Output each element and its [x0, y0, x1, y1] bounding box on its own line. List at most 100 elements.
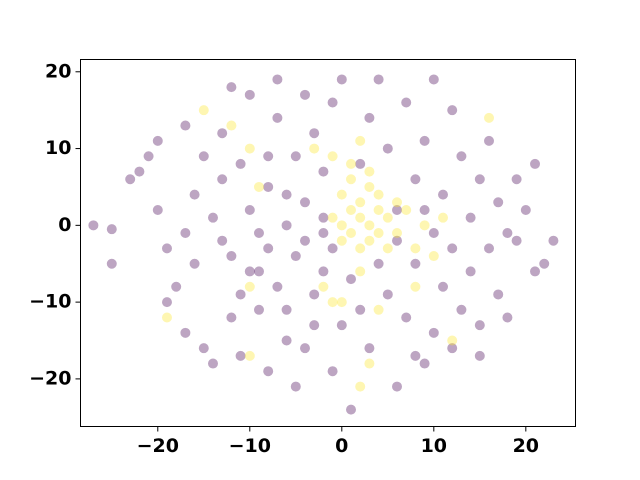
point [318, 166, 329, 177]
point [382, 289, 393, 300]
point [327, 151, 338, 162]
point [382, 143, 393, 154]
point [364, 112, 375, 123]
point [373, 228, 384, 239]
point [281, 304, 292, 315]
point [253, 266, 264, 277]
point [373, 74, 384, 85]
point [465, 212, 476, 223]
point [171, 281, 182, 292]
point [309, 143, 320, 154]
point [484, 243, 495, 254]
point [419, 358, 430, 369]
point [207, 212, 218, 223]
point [410, 174, 421, 185]
point [428, 327, 439, 338]
point [318, 266, 329, 277]
point [401, 204, 412, 215]
point [309, 289, 320, 300]
point [198, 343, 209, 354]
x-tick-label: −10 [229, 435, 271, 457]
point [244, 143, 255, 154]
point [281, 189, 292, 200]
point [299, 89, 310, 100]
point [327, 212, 338, 223]
point [226, 82, 237, 93]
point [438, 281, 449, 292]
point [106, 224, 117, 235]
point [392, 197, 403, 208]
points [88, 74, 559, 415]
point [346, 204, 357, 215]
point [484, 135, 495, 146]
point [309, 128, 320, 139]
point [355, 243, 366, 254]
point [474, 350, 485, 361]
point [447, 335, 458, 346]
point [355, 381, 366, 392]
point [355, 135, 366, 146]
point [336, 297, 347, 308]
point [207, 358, 218, 369]
point [327, 366, 338, 377]
point [364, 235, 375, 246]
point [244, 89, 255, 100]
point [327, 297, 338, 308]
point [438, 212, 449, 223]
point [161, 297, 172, 308]
point [428, 251, 439, 262]
point [484, 112, 495, 123]
point [327, 97, 338, 108]
point [474, 320, 485, 331]
point [226, 312, 237, 323]
point [355, 158, 366, 169]
point [336, 74, 347, 85]
point [180, 327, 191, 338]
point [447, 105, 458, 116]
point [180, 228, 191, 239]
x-tick-label: 20 [513, 435, 539, 457]
point [198, 105, 209, 116]
point [134, 166, 145, 177]
point [272, 74, 283, 85]
point [539, 258, 550, 269]
point [346, 404, 357, 415]
point [355, 197, 366, 208]
point [401, 97, 412, 108]
point [530, 158, 541, 169]
point [152, 204, 163, 215]
point [438, 189, 449, 200]
point [346, 228, 357, 239]
point [502, 312, 513, 323]
point [520, 204, 531, 215]
point [493, 289, 504, 300]
point [373, 258, 384, 269]
point [355, 266, 366, 277]
point [548, 235, 559, 246]
y-tick-label: −20 [29, 367, 71, 389]
point [474, 174, 485, 185]
point [318, 228, 329, 239]
point [511, 235, 522, 246]
point [161, 243, 172, 254]
point [290, 381, 301, 392]
point [447, 243, 458, 254]
y-tick-label: 20 [45, 60, 71, 82]
point [217, 235, 228, 246]
y-tick-label: 0 [58, 214, 71, 236]
y-tick-label: 10 [45, 137, 71, 159]
point [364, 166, 375, 177]
plot-frame [80, 59, 576, 427]
point [410, 243, 421, 254]
point [373, 189, 384, 200]
point [346, 274, 357, 285]
x-tick-label: −20 [137, 435, 179, 457]
point [327, 243, 338, 254]
point [263, 151, 274, 162]
point [281, 335, 292, 346]
point [392, 235, 403, 246]
point [152, 135, 163, 146]
point [244, 204, 255, 215]
point [217, 174, 228, 185]
